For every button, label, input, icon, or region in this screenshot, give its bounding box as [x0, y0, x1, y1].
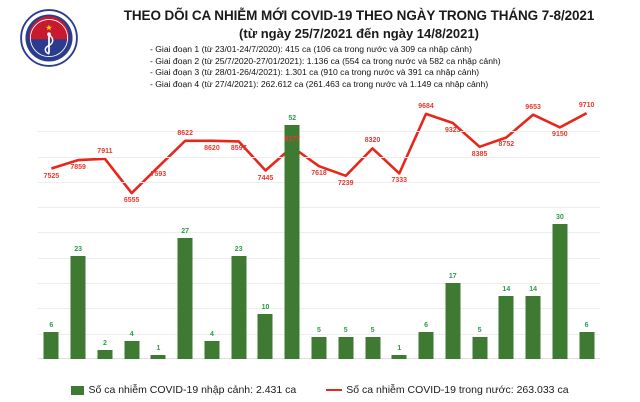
bar-value-label: 6	[49, 322, 54, 329]
bar-imported-cases	[552, 224, 568, 359]
line-value-label: 9653	[525, 103, 541, 111]
bar-imported-cases	[365, 336, 381, 359]
gridline	[38, 232, 600, 234]
line-value-label: 8622	[177, 129, 193, 137]
bar-value-label: 4	[129, 331, 134, 338]
bar-value-label: 1	[397, 344, 402, 352]
line-value-label: 7911	[97, 147, 113, 155]
bar-value-label: 6	[584, 322, 589, 329]
bar-imported-cases	[43, 332, 59, 359]
bar-value-label: 2	[102, 340, 107, 347]
line-value-label: 8620	[204, 144, 220, 152]
bar-imported-cases	[498, 296, 514, 359]
gridline	[38, 207, 600, 209]
bar-value-label: 23	[74, 245, 83, 253]
ministry-of-health-logo-icon	[20, 9, 78, 67]
chart-title: THEO DÕI CA NHIỄM MỚI COVID-19 THEO NGÀY…	[123, 8, 595, 23]
line-value-label: 9323	[445, 127, 461, 134]
line-value-label: 6555	[123, 197, 140, 205]
bar-imported-cases	[445, 282, 461, 359]
bar-imported-cases	[311, 336, 327, 359]
bar-imported-cases	[150, 354, 166, 359]
line-value-label: 8597	[230, 145, 247, 153]
legend-swatch-line-icon	[326, 388, 343, 392]
phase-summary-list: - Giai đoạn 1 (từ 23/01-24/7/2020): 415 …	[150, 44, 501, 90]
bar-imported-cases	[525, 296, 541, 359]
chart-header: THEO DÕI CA NHIỄM MỚI COVID-19 THEO NGÀY…	[0, 0, 640, 104]
line-value-label: 7593	[150, 170, 167, 178]
gridline	[38, 181, 600, 183]
bar-value-label: 1	[156, 344, 161, 352]
bar-imported-cases	[284, 125, 300, 359]
line-domestic-cases	[51, 112, 588, 195]
phase-line-3: - Giai đoạn 3 (từ 28/01-26/4/2021): 1.30…	[150, 67, 480, 78]
bar-imported-cases	[97, 350, 113, 359]
bar-imported-cases	[391, 354, 407, 359]
line-value-label: 8752	[498, 141, 515, 149]
domestic-cases-line	[51, 112, 588, 195]
line-value-label: 8377	[284, 135, 301, 143]
line-value-label: 7859	[70, 164, 86, 172]
chart-canvas: 1000200030004000500060007000800090000102…	[0, 102, 640, 366]
gridline	[38, 308, 600, 310]
bar-imported-cases	[472, 336, 488, 359]
bar-value-label: 6	[424, 322, 428, 329]
phase-line-1: - Giai đoạn 1 (từ 23/01-24/7/2020): 415 …	[150, 44, 472, 54]
line-value-label: 8385	[471, 150, 488, 158]
bar-imported-cases	[177, 237, 193, 359]
bar-value-label: 5	[317, 326, 321, 334]
bar-imported-cases	[418, 332, 434, 359]
phase-line-2: - Giai đoạn 2 (từ 25/7/2020-27/01/2021):…	[150, 55, 501, 66]
bar-imported-cases	[257, 314, 273, 359]
line-value-label: 9710	[578, 102, 595, 110]
chart-subtitle: (từ ngày 25/7/2021 đến ngày 14/8/2021)	[239, 26, 479, 41]
bar-imported-cases	[579, 332, 595, 359]
line-value-label: 9150	[552, 131, 568, 139]
bar-value-label: 4	[209, 331, 214, 338]
bar-value-label: 23	[234, 245, 243, 253]
bar-value-label: 17	[448, 272, 457, 280]
bar-value-label: 5	[477, 326, 482, 334]
bar-imported-cases	[204, 341, 220, 359]
line-value-label: 9684	[418, 102, 434, 110]
bar-imported-cases	[231, 255, 247, 359]
bar-value-label: 27	[181, 227, 190, 235]
bar-value-label: 5	[370, 326, 375, 334]
bar-imported-cases	[70, 255, 86, 359]
legend-item-domestic: Số ca nhiễm COVID-19 trong nước: 263.033…	[326, 384, 569, 396]
legend-swatch-bar-icon	[71, 385, 85, 395]
legend-item-imported: Số ca nhiễm COVID-19 nhập cảnh: 2.431 ca	[71, 384, 296, 396]
bar-value-label: 5	[343, 326, 348, 334]
line-value-label: 7333	[391, 177, 408, 185]
gridline	[38, 156, 600, 158]
line-value-label: 7239	[337, 179, 354, 187]
phase-line-4: - Giai đoạn 4 (từ 27/4/2021): 262.612 ca…	[150, 78, 489, 89]
bar-value-label: 14	[529, 286, 537, 293]
line-value-label: 7618	[311, 170, 327, 178]
bar-value-label: 30	[555, 214, 564, 221]
legend-label-imported: Số ca nhiễm COVID-19 nhập cảnh: 2.431 ca	[88, 384, 297, 396]
bar-value-label: 14	[502, 286, 511, 293]
bar-value-label: 52	[288, 115, 297, 122]
legend-label-domestic: Số ca nhiễm COVID-19 trong nước: 263.033…	[346, 384, 569, 396]
gridline	[38, 333, 600, 335]
bar-imported-cases	[124, 341, 140, 359]
gridline	[38, 257, 600, 259]
line-value-label: 8320	[364, 137, 381, 145]
chart-legend: Số ca nhiễm COVID-19 nhập cảnh: 2.431 ca…	[0, 378, 640, 402]
gridline	[38, 131, 600, 133]
title-block: THEO DÕI CA NHIỄM MỚI COVID-19 THEO NGÀY…	[88, 8, 630, 42]
line-value-label: 7445	[257, 174, 274, 182]
bar-value-label: 10	[261, 304, 270, 311]
gridline	[38, 283, 600, 285]
plot-area: 1000200030004000500060007000800090000102…	[38, 102, 600, 359]
line-value-label: 7525	[43, 172, 60, 180]
bar-imported-cases	[338, 336, 354, 359]
